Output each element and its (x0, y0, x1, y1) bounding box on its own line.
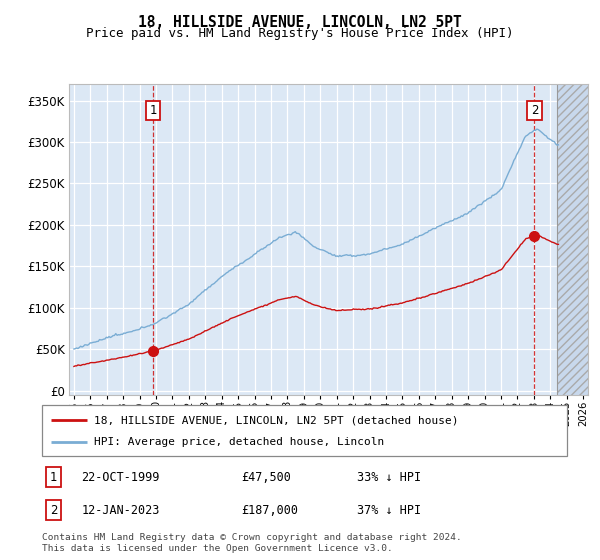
Text: 1: 1 (149, 104, 157, 117)
Text: £47,500: £47,500 (241, 471, 292, 484)
Text: HPI: Average price, detached house, Lincoln: HPI: Average price, detached house, Linc… (95, 437, 385, 447)
Text: 2: 2 (531, 104, 538, 117)
Text: Contains HM Land Registry data © Crown copyright and database right 2024.
This d: Contains HM Land Registry data © Crown c… (42, 533, 462, 553)
Text: 1: 1 (50, 471, 58, 484)
Text: Price paid vs. HM Land Registry's House Price Index (HPI): Price paid vs. HM Land Registry's House … (86, 27, 514, 40)
Text: 37% ↓ HPI: 37% ↓ HPI (357, 503, 421, 516)
Text: 18, HILLSIDE AVENUE, LINCOLN, LN2 5PT (detached house): 18, HILLSIDE AVENUE, LINCOLN, LN2 5PT (d… (95, 416, 459, 426)
Text: 22-OCT-1999: 22-OCT-1999 (82, 471, 160, 484)
Bar (557, 84, 599, 395)
Text: £187,000: £187,000 (241, 503, 299, 516)
Text: 12-JAN-2023: 12-JAN-2023 (82, 503, 160, 516)
Text: 2: 2 (50, 503, 58, 516)
FancyBboxPatch shape (42, 405, 567, 456)
Text: 33% ↓ HPI: 33% ↓ HPI (357, 471, 421, 484)
Text: 18, HILLSIDE AVENUE, LINCOLN, LN2 5PT: 18, HILLSIDE AVENUE, LINCOLN, LN2 5PT (138, 15, 462, 30)
